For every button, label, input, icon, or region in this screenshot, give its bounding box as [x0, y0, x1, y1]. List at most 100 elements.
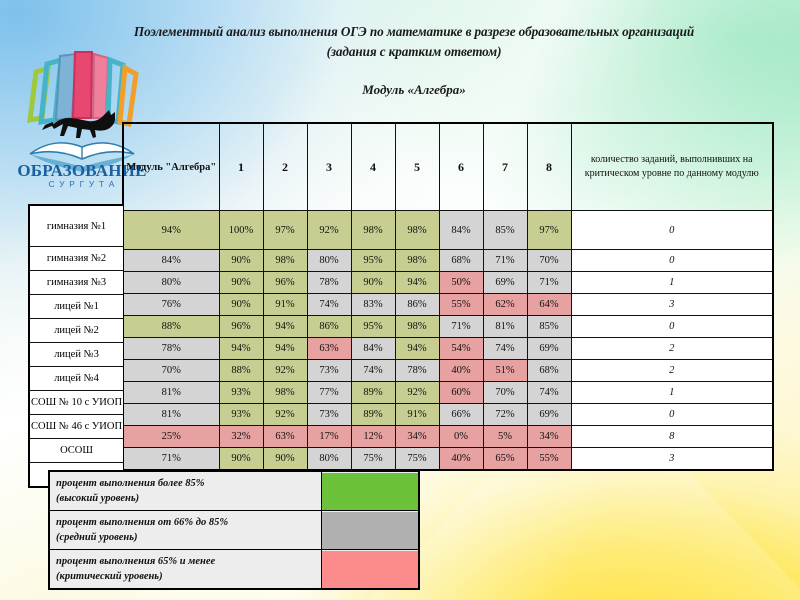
- cell-task-7-percent: 72%: [482, 403, 528, 426]
- cell-critical-count: 3: [570, 447, 774, 471]
- cell-task-2-percent: 92%: [262, 359, 308, 382]
- cell-organization-name: СОШ № 10 с УИОП: [28, 390, 124, 415]
- cell-task-4-percent: 12%: [350, 425, 396, 448]
- legend-label-line1: процент выполнения более 85%: [56, 478, 205, 489]
- table-row: 80% 90% 96% 78% 90% 94% 50% 69% 71% 1: [122, 271, 774, 294]
- cell-task-8-percent: 69%: [526, 337, 572, 360]
- table-row: 88% 96% 94% 86% 95% 98% 71% 81% 85% 0: [122, 315, 774, 338]
- cell-task-3-percent: 92%: [306, 210, 352, 250]
- cell-critical-count: 0: [570, 315, 774, 338]
- cell-task-6-percent: 68%: [438, 249, 484, 272]
- cell-task-6-percent: 40%: [438, 447, 484, 471]
- cell-module-percent: 84%: [122, 249, 220, 272]
- cell-critical-count: 2: [570, 359, 774, 382]
- cell-task-4-percent: 95%: [350, 249, 396, 272]
- cell-module-percent: 76%: [122, 293, 220, 316]
- header-critical-count: количество заданий, выполнивших на крити…: [570, 122, 774, 211]
- cell-task-4-percent: 89%: [350, 381, 396, 404]
- header-task-7: 7: [482, 122, 528, 211]
- cell-task-3-percent: 86%: [306, 315, 352, 338]
- cell-module-percent: 94%: [122, 210, 220, 250]
- cell-critical-count: 3: [570, 293, 774, 316]
- legend-swatch-fill: [322, 472, 418, 510]
- cell-task-8-percent: 68%: [526, 359, 572, 382]
- cell-task-8-percent: 85%: [526, 315, 572, 338]
- cell-critical-count: 1: [570, 381, 774, 404]
- cell-module-percent: 88%: [122, 315, 220, 338]
- cell-task-4-percent: 83%: [350, 293, 396, 316]
- cell-task-8-percent: 55%: [526, 447, 572, 471]
- table-row: 94% 100% 97% 92% 98% 98% 84% 85% 97% 0: [122, 210, 774, 250]
- cell-task-5-percent: 92%: [394, 381, 440, 404]
- cell-task-6-percent: 40%: [438, 359, 484, 382]
- cell-task-1-percent: 32%: [218, 425, 264, 448]
- legend-label-line1: процент выполнения 65% и менее: [56, 556, 216, 567]
- cell-task-7-percent: 74%: [482, 337, 528, 360]
- header-task-4: 4: [350, 122, 396, 211]
- table-header-row: Модуль "Алгебра" 1 2 3 4 5 6 7 8 количес…: [122, 122, 774, 211]
- header-task-8: 8: [526, 122, 572, 211]
- legend-row: процент выполнения 65% и менее (критическ…: [48, 549, 420, 590]
- cell-task-8-percent: 69%: [526, 403, 572, 426]
- cell-critical-count: 8: [570, 425, 774, 448]
- cell-task-8-percent: 34%: [526, 425, 572, 448]
- cell-organization-name: гимназия №3: [28, 270, 124, 295]
- cell-task-2-percent: 94%: [262, 337, 308, 360]
- organization-name-row: ОСОШ: [28, 438, 124, 463]
- cell-module-percent: 78%: [122, 337, 220, 360]
- organization-name-row: гимназия №3: [28, 270, 124, 295]
- slide-subtitle: Модуль «Алгебра»: [362, 82, 466, 97]
- cell-task-2-percent: 97%: [262, 210, 308, 250]
- cell-module-percent: 81%: [122, 381, 220, 404]
- color-legend: процент выполнения более 85% (высокий уро…: [48, 470, 420, 590]
- cell-task-7-percent: 85%: [482, 210, 528, 250]
- cell-task-5-percent: 86%: [394, 293, 440, 316]
- cell-task-1-percent: 90%: [218, 293, 264, 316]
- organization-name-row: гимназия №2: [28, 246, 124, 271]
- cell-organization-name: лицей №4: [28, 366, 124, 391]
- cell-task-5-percent: 98%: [394, 210, 440, 250]
- cell-task-2-percent: 63%: [262, 425, 308, 448]
- cell-task-4-percent: 84%: [350, 337, 396, 360]
- slide-title: Поэлементный анализ выполнения ОГЭ по ма…: [44, 22, 784, 62]
- table-row: 70% 88% 92% 73% 74% 78% 40% 51% 68% 2: [122, 359, 774, 382]
- cell-critical-count: 0: [570, 249, 774, 272]
- header-module: Модуль "Алгебра": [122, 122, 220, 211]
- cell-task-6-percent: 50%: [438, 271, 484, 294]
- legend-label: процент выполнения от 66% до 85% (средний…: [48, 510, 322, 550]
- header-task-3: 3: [306, 122, 352, 211]
- table-row: 81% 93% 92% 73% 89% 91% 66% 72% 69% 0: [122, 403, 774, 426]
- table-body: 94% 100% 97% 92% 98% 98% 84% 85% 97% 0 84% 90% 98% 80…: [122, 210, 774, 471]
- education-surgut-logo: ОБРАЗОВАНИЕ С У Р Г У Т А: [6, 22, 158, 187]
- cell-task-6-percent: 60%: [438, 381, 484, 404]
- cell-task-1-percent: 90%: [218, 249, 264, 272]
- legend-row: процент выполнения от 66% до 85% (средний…: [48, 510, 420, 550]
- cell-task-6-percent: 84%: [438, 210, 484, 250]
- cell-task-7-percent: 5%: [482, 425, 528, 448]
- organization-name-row: лицей №3: [28, 342, 124, 367]
- cell-task-5-percent: 94%: [394, 271, 440, 294]
- cell-organization-name: гимназия №2: [28, 246, 124, 271]
- cell-task-2-percent: 92%: [262, 403, 308, 426]
- cell-task-6-percent: 71%: [438, 315, 484, 338]
- organization-name-row: лицей №1: [28, 294, 124, 319]
- cell-task-5-percent: 94%: [394, 337, 440, 360]
- table-row: 25% 32% 63% 17% 12% 34% 0% 5% 34% 8: [122, 425, 774, 448]
- cell-task-8-percent: 74%: [526, 381, 572, 404]
- cell-task-1-percent: 94%: [218, 337, 264, 360]
- cell-task-7-percent: 71%: [482, 249, 528, 272]
- cell-organization-name: СОШ № 46 с УИОП: [28, 414, 124, 439]
- cell-task-5-percent: 75%: [394, 447, 440, 471]
- cell-task-3-percent: 63%: [306, 337, 352, 360]
- cell-task-4-percent: 98%: [350, 210, 396, 250]
- header-task-5: 5: [394, 122, 440, 211]
- cell-task-3-percent: 17%: [306, 425, 352, 448]
- organization-name-row: СОШ № 10 с УИОП: [28, 390, 124, 415]
- organization-name-row: лицей №4: [28, 366, 124, 391]
- cell-task-1-percent: 93%: [218, 403, 264, 426]
- logo-sub-word: С У Р Г У Т А: [48, 179, 115, 187]
- table-row: 81% 93% 98% 77% 89% 92% 60% 70% 74% 1: [122, 381, 774, 404]
- cell-organization-name: лицей №1: [28, 294, 124, 319]
- cell-task-1-percent: 93%: [218, 381, 264, 404]
- cell-task-8-percent: 71%: [526, 271, 572, 294]
